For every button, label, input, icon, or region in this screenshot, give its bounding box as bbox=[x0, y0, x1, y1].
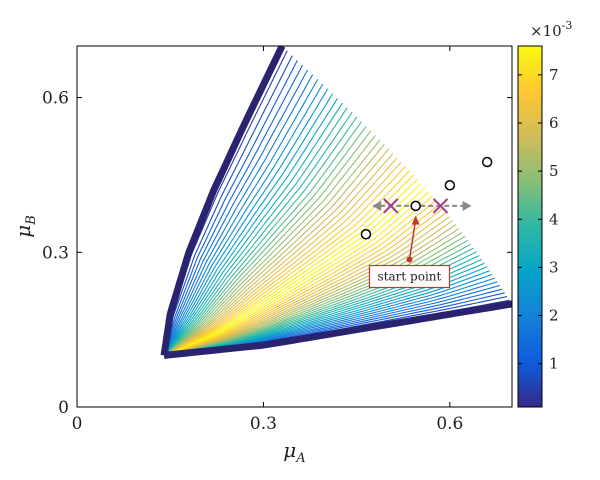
colorbar-tick-label: 2 bbox=[549, 307, 559, 325]
circle-marker bbox=[444, 179, 456, 191]
contour-line bbox=[170, 224, 457, 354]
x-tick-label: 0 bbox=[72, 414, 83, 434]
colorbar-exponent-base: ×10 bbox=[530, 22, 562, 40]
contour-line bbox=[165, 79, 319, 354]
colorbar-tick-label: 4 bbox=[549, 210, 559, 228]
colorbar-ticks: 1 2 3 4 5 6 7 bbox=[518, 66, 559, 373]
contour-line bbox=[170, 195, 433, 354]
circle-marker bbox=[360, 228, 372, 240]
colorbar-tick-label: 1 bbox=[549, 355, 559, 373]
contour-line bbox=[165, 83, 324, 354]
contour-line bbox=[165, 69, 309, 354]
lower-boundary-band bbox=[163, 300, 512, 359]
contour-line bbox=[170, 208, 444, 354]
contour-line bbox=[167, 125, 367, 354]
annotation-box bbox=[368, 264, 451, 289]
contour-line bbox=[168, 152, 394, 354]
contour-line bbox=[169, 179, 418, 354]
contour-line bbox=[166, 111, 353, 354]
y-tick-label: 0 bbox=[58, 398, 69, 418]
contour-line bbox=[169, 183, 422, 354]
contour-line bbox=[167, 139, 381, 354]
contour-line bbox=[167, 130, 372, 354]
contour-line bbox=[166, 116, 358, 354]
contour-line bbox=[166, 98, 338, 354]
contour-line bbox=[170, 216, 450, 354]
y-axis-label-main: μ bbox=[11, 225, 35, 238]
x-tick-label: 0.6 bbox=[436, 414, 463, 434]
contour-line bbox=[169, 170, 410, 354]
y-tick-label: 0.3 bbox=[42, 243, 69, 263]
colorbar-exponent: ×10-3 bbox=[530, 19, 572, 40]
colorbar-tick-label: 7 bbox=[549, 66, 559, 84]
contour-line bbox=[168, 166, 406, 354]
contour-line bbox=[170, 204, 440, 354]
marker-overlay: start point bbox=[360, 156, 493, 289]
contour-lines bbox=[160, 46, 512, 359]
annotation-pointer bbox=[408, 219, 417, 260]
contour-line bbox=[170, 199, 437, 354]
y-axis-label: μB bbox=[11, 215, 39, 238]
colorbar-tick-label: 3 bbox=[549, 258, 559, 276]
colorbar bbox=[517, 45, 543, 408]
circle-marker bbox=[410, 200, 421, 212]
y-axis-label-subscript: B bbox=[24, 215, 39, 226]
annotation-label: start point bbox=[378, 269, 442, 283]
contour-line bbox=[168, 157, 398, 354]
contour-line bbox=[170, 228, 460, 354]
contour-line bbox=[170, 191, 430, 354]
contour-line bbox=[167, 143, 385, 354]
annotation-dot bbox=[406, 256, 413, 263]
y-axis: 0 0.3 0.6 bbox=[42, 89, 512, 418]
x-axis-label: μA bbox=[283, 438, 305, 466]
x-axis-label-main: μ bbox=[283, 438, 296, 462]
cross-marker bbox=[383, 198, 399, 214]
circle-marker bbox=[481, 156, 493, 168]
contour-line bbox=[167, 121, 362, 354]
contour-line bbox=[166, 102, 343, 354]
colorbar-tick-label: 6 bbox=[549, 114, 559, 132]
contour-line bbox=[170, 239, 469, 355]
x-axis-label-subscript: A bbox=[295, 451, 305, 466]
contour-line bbox=[170, 232, 463, 355]
colorbar-tick-label: 5 bbox=[549, 162, 559, 180]
contour-line bbox=[166, 93, 334, 354]
contour-line bbox=[169, 174, 414, 354]
contour-line bbox=[170, 220, 454, 354]
contour-line bbox=[170, 212, 447, 354]
arrowhead-right-icon bbox=[462, 200, 472, 211]
contour-line bbox=[165, 88, 329, 354]
y-tick-label: 0.6 bbox=[42, 89, 69, 109]
upper-boundary-band bbox=[160, 46, 286, 356]
x-tick-label: 0.3 bbox=[250, 414, 277, 434]
arrowhead-left-icon bbox=[372, 200, 382, 211]
contour-line bbox=[168, 148, 390, 354]
contour-line bbox=[170, 187, 426, 354]
x-axis: 0 0.3 0.6 bbox=[72, 46, 463, 434]
contour-line bbox=[168, 161, 402, 354]
contour-line bbox=[166, 107, 348, 354]
contour-line bbox=[164, 64, 303, 354]
annotation-arrowhead-icon bbox=[411, 215, 420, 225]
contour-line bbox=[165, 74, 314, 354]
colorbar-exponent-power: -3 bbox=[562, 19, 573, 32]
cross-marker bbox=[432, 198, 449, 214]
plot-frame bbox=[76, 45, 513, 408]
contour-line bbox=[164, 60, 298, 354]
contour-line bbox=[167, 134, 376, 354]
